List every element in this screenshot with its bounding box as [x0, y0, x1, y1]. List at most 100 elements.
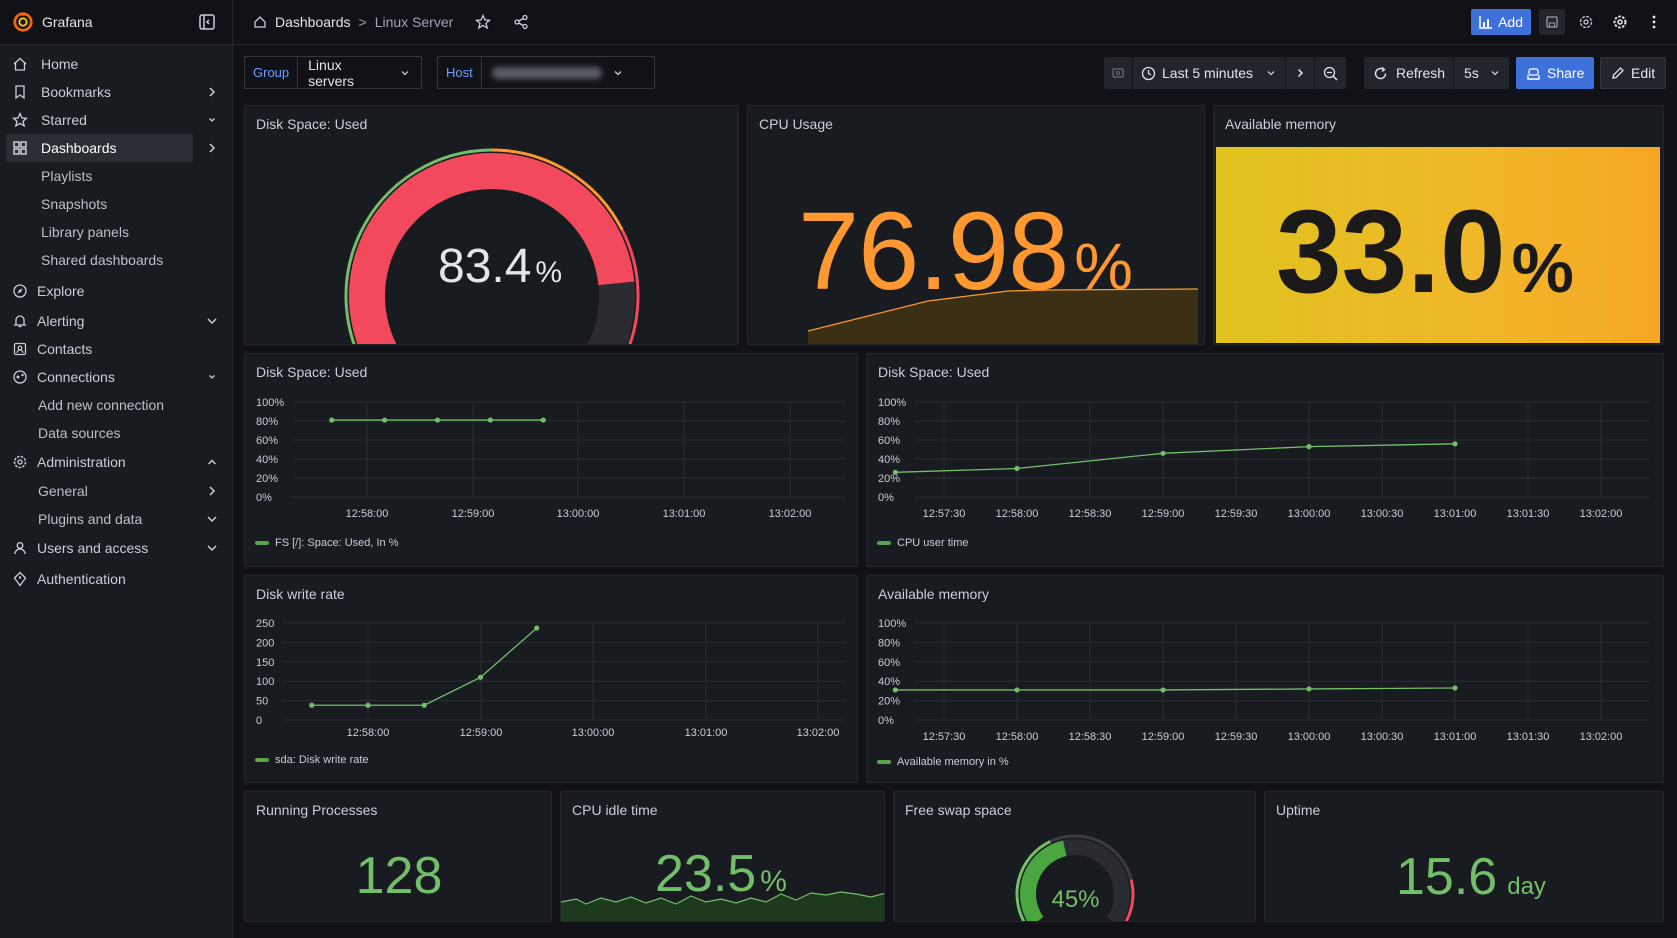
sidebar-item-administration[interactable]: Administration: [0, 448, 233, 476]
dock-menu-icon[interactable]: [198, 13, 216, 31]
data-point[interactable]: [382, 417, 388, 423]
sidebar-item-authentication[interactable]: Authentication: [0, 565, 233, 593]
panel-available-memory-stat[interactable]: Available memory 33.0 %: [1213, 105, 1664, 345]
legend[interactable]: FS [/]: Space: Used, In %: [255, 537, 399, 549]
sidebar-item-data-sources[interactable]: Data sources: [0, 419, 233, 447]
panel-running-processes[interactable]: Running Processes 128: [244, 791, 552, 922]
chevron-down-icon[interactable]: [205, 512, 219, 526]
panel-uptime[interactable]: Uptime 15.6 day: [1264, 791, 1664, 922]
data-point[interactable]: [892, 687, 898, 693]
data-point[interactable]: [1014, 687, 1020, 693]
data-point[interactable]: [309, 702, 315, 708]
edit-button[interactable]: Edit: [1600, 57, 1667, 89]
cpu-idle-readout: 23.5 %: [655, 844, 787, 904]
cpu-user-chart: 100% 80% 60% 40% 20% 0% 12:57:30 12:58:00 12:58:…: [878, 397, 1649, 520]
sidebar-item-dashboards[interactable]: Dashboards: [0, 134, 233, 162]
group-variable[interactable]: Group Linux servers: [244, 56, 422, 89]
data-point[interactable]: [434, 417, 441, 423]
star-icon[interactable]: [475, 14, 492, 30]
sidebar-item-plugins-and-data[interactable]: Plugins and data: [0, 505, 233, 533]
gauge-threshold-arc: [344, 148, 493, 344]
data-point[interactable]: [1306, 686, 1312, 692]
cpu-sparkline: [807, 288, 1199, 344]
chevron-right-icon[interactable]: [205, 141, 219, 155]
time-range-lock-button[interactable]: [1104, 57, 1133, 89]
x-tick-label: 12:59:00: [452, 508, 495, 520]
panel-cpu-idle-time[interactable]: CPU idle time 23.5 %: [560, 791, 885, 922]
running-processes-value: 128: [355, 847, 443, 905]
chevron-right-icon[interactable]: [205, 85, 219, 99]
data-point[interactable]: [1306, 444, 1312, 450]
home-icon: [13, 57, 27, 71]
legend[interactable]: sda: Disk write rate: [255, 754, 369, 766]
sidebar-item-starred[interactable]: Starred: [0, 106, 233, 134]
refresh-interval-picker[interactable]: 5s: [1454, 57, 1509, 89]
data-point[interactable]: [1160, 687, 1166, 693]
x-tick-label: 13:01:00: [1434, 508, 1477, 520]
data-point[interactable]: [487, 417, 493, 423]
sidebar-item-connections[interactable]: Connections: [0, 363, 233, 391]
data-point[interactable]: [421, 702, 427, 708]
data-point[interactable]: [534, 625, 540, 631]
more-menu-button[interactable]: [1641, 9, 1667, 35]
data-point[interactable]: [540, 417, 546, 423]
sidebar-item-general[interactable]: General: [0, 477, 233, 505]
data-point[interactable]: [477, 674, 484, 680]
panel-disk-write-rate[interactable]: Disk write rate 250 200 150 100 50 0 12:58:00 1…: [244, 575, 858, 783]
share-link-icon[interactable]: [513, 14, 529, 30]
refresh-button[interactable]: Refresh: [1364, 57, 1455, 89]
sidebar-item-alerting[interactable]: Alerting: [0, 307, 233, 335]
data-point[interactable]: [892, 469, 898, 475]
panel-title: CPU idle time: [572, 802, 658, 818]
settings-button[interactable]: [1607, 9, 1633, 35]
save-button[interactable]: [1539, 9, 1565, 35]
data-point[interactable]: [1452, 441, 1458, 447]
panel-available-memory-timeseries[interactable]: Available memory 100% 80% 60% 40% 20% 0% 12:57…: [866, 575, 1664, 783]
sidebar-item-home[interactable]: Home: [0, 50, 233, 78]
data-point[interactable]: [1160, 450, 1166, 456]
panel-cpu-usage[interactable]: CPU Usage 76.98 %: [747, 105, 1205, 345]
data-point[interactable]: [329, 417, 335, 423]
chevron-up-icon[interactable]: [205, 455, 219, 469]
sidebar-item-playlists[interactable]: Playlists: [0, 162, 233, 190]
add-button[interactable]: Add: [1471, 9, 1531, 35]
breadcrumb-dashboards[interactable]: Dashboards: [275, 14, 351, 30]
sidebar-item-shared-dashboards[interactable]: Shared dashboards: [0, 246, 233, 274]
data-point[interactable]: [365, 702, 371, 708]
sidebar-item-label: Library panels: [41, 224, 129, 240]
host-variable[interactable]: Host: [437, 56, 655, 89]
legend[interactable]: CPU user time: [877, 537, 969, 549]
sidebar-item-label: Shared dashboards: [41, 252, 164, 268]
panel-disk-gauge[interactable]: Disk Space: Used 83.4 %: [244, 105, 739, 345]
grafana-logo-icon[interactable]: [12, 11, 34, 33]
sidebar-item-library-panels[interactable]: Library panels: [0, 218, 233, 246]
zoom-out-button[interactable]: [1315, 57, 1346, 89]
legend[interactable]: Available memory in %: [877, 756, 1009, 768]
share-button[interactable]: Share: [1516, 57, 1595, 89]
chevron-down-small-icon[interactable]: [205, 370, 219, 384]
sidebar-item-add-new-connection[interactable]: Add new connection: [0, 391, 233, 419]
chevron-down-icon: [1267, 71, 1275, 76]
sidebar-item-snapshots[interactable]: Snapshots: [0, 190, 233, 218]
chevron-down-icon[interactable]: [205, 541, 219, 555]
chevron-right-icon[interactable]: [205, 484, 219, 498]
dashboard-settings-button[interactable]: [1573, 9, 1599, 35]
panel-disk-space-timeseries[interactable]: Disk Space: Used 100% 80% 60% 40% 20% 0% 12:58…: [244, 353, 858, 567]
sidebar-item-contacts[interactable]: Contacts: [0, 335, 233, 363]
time-range-picker[interactable]: Last 5 minutes: [1133, 57, 1287, 89]
chevron-down-icon[interactable]: [205, 314, 219, 328]
chevron-down-small-icon[interactable]: [205, 113, 219, 127]
time-shift-forward-button[interactable]: [1286, 57, 1316, 89]
group-variable-value[interactable]: Linux servers: [298, 57, 421, 89]
host-variable-value[interactable]: [482, 57, 634, 88]
sidebar-item-bookmarks[interactable]: Bookmarks: [0, 78, 233, 106]
y-tick-label: 40%: [878, 454, 900, 466]
panel-title: Running Processes: [256, 802, 378, 818]
panel-title: Uptime: [1276, 802, 1321, 818]
sidebar-item-users-and-access[interactable]: Users and access: [0, 534, 233, 562]
panel-cpu-user-timeseries[interactable]: Disk Space: Used 100% 80% 60% 40% 20% 0% 12:57…: [866, 353, 1664, 567]
panel-free-swap-space[interactable]: Free swap space 45%: [893, 791, 1256, 922]
data-point[interactable]: [1014, 465, 1020, 472]
sidebar-item-explore[interactable]: Explore: [0, 277, 233, 305]
data-point[interactable]: [1452, 685, 1458, 691]
